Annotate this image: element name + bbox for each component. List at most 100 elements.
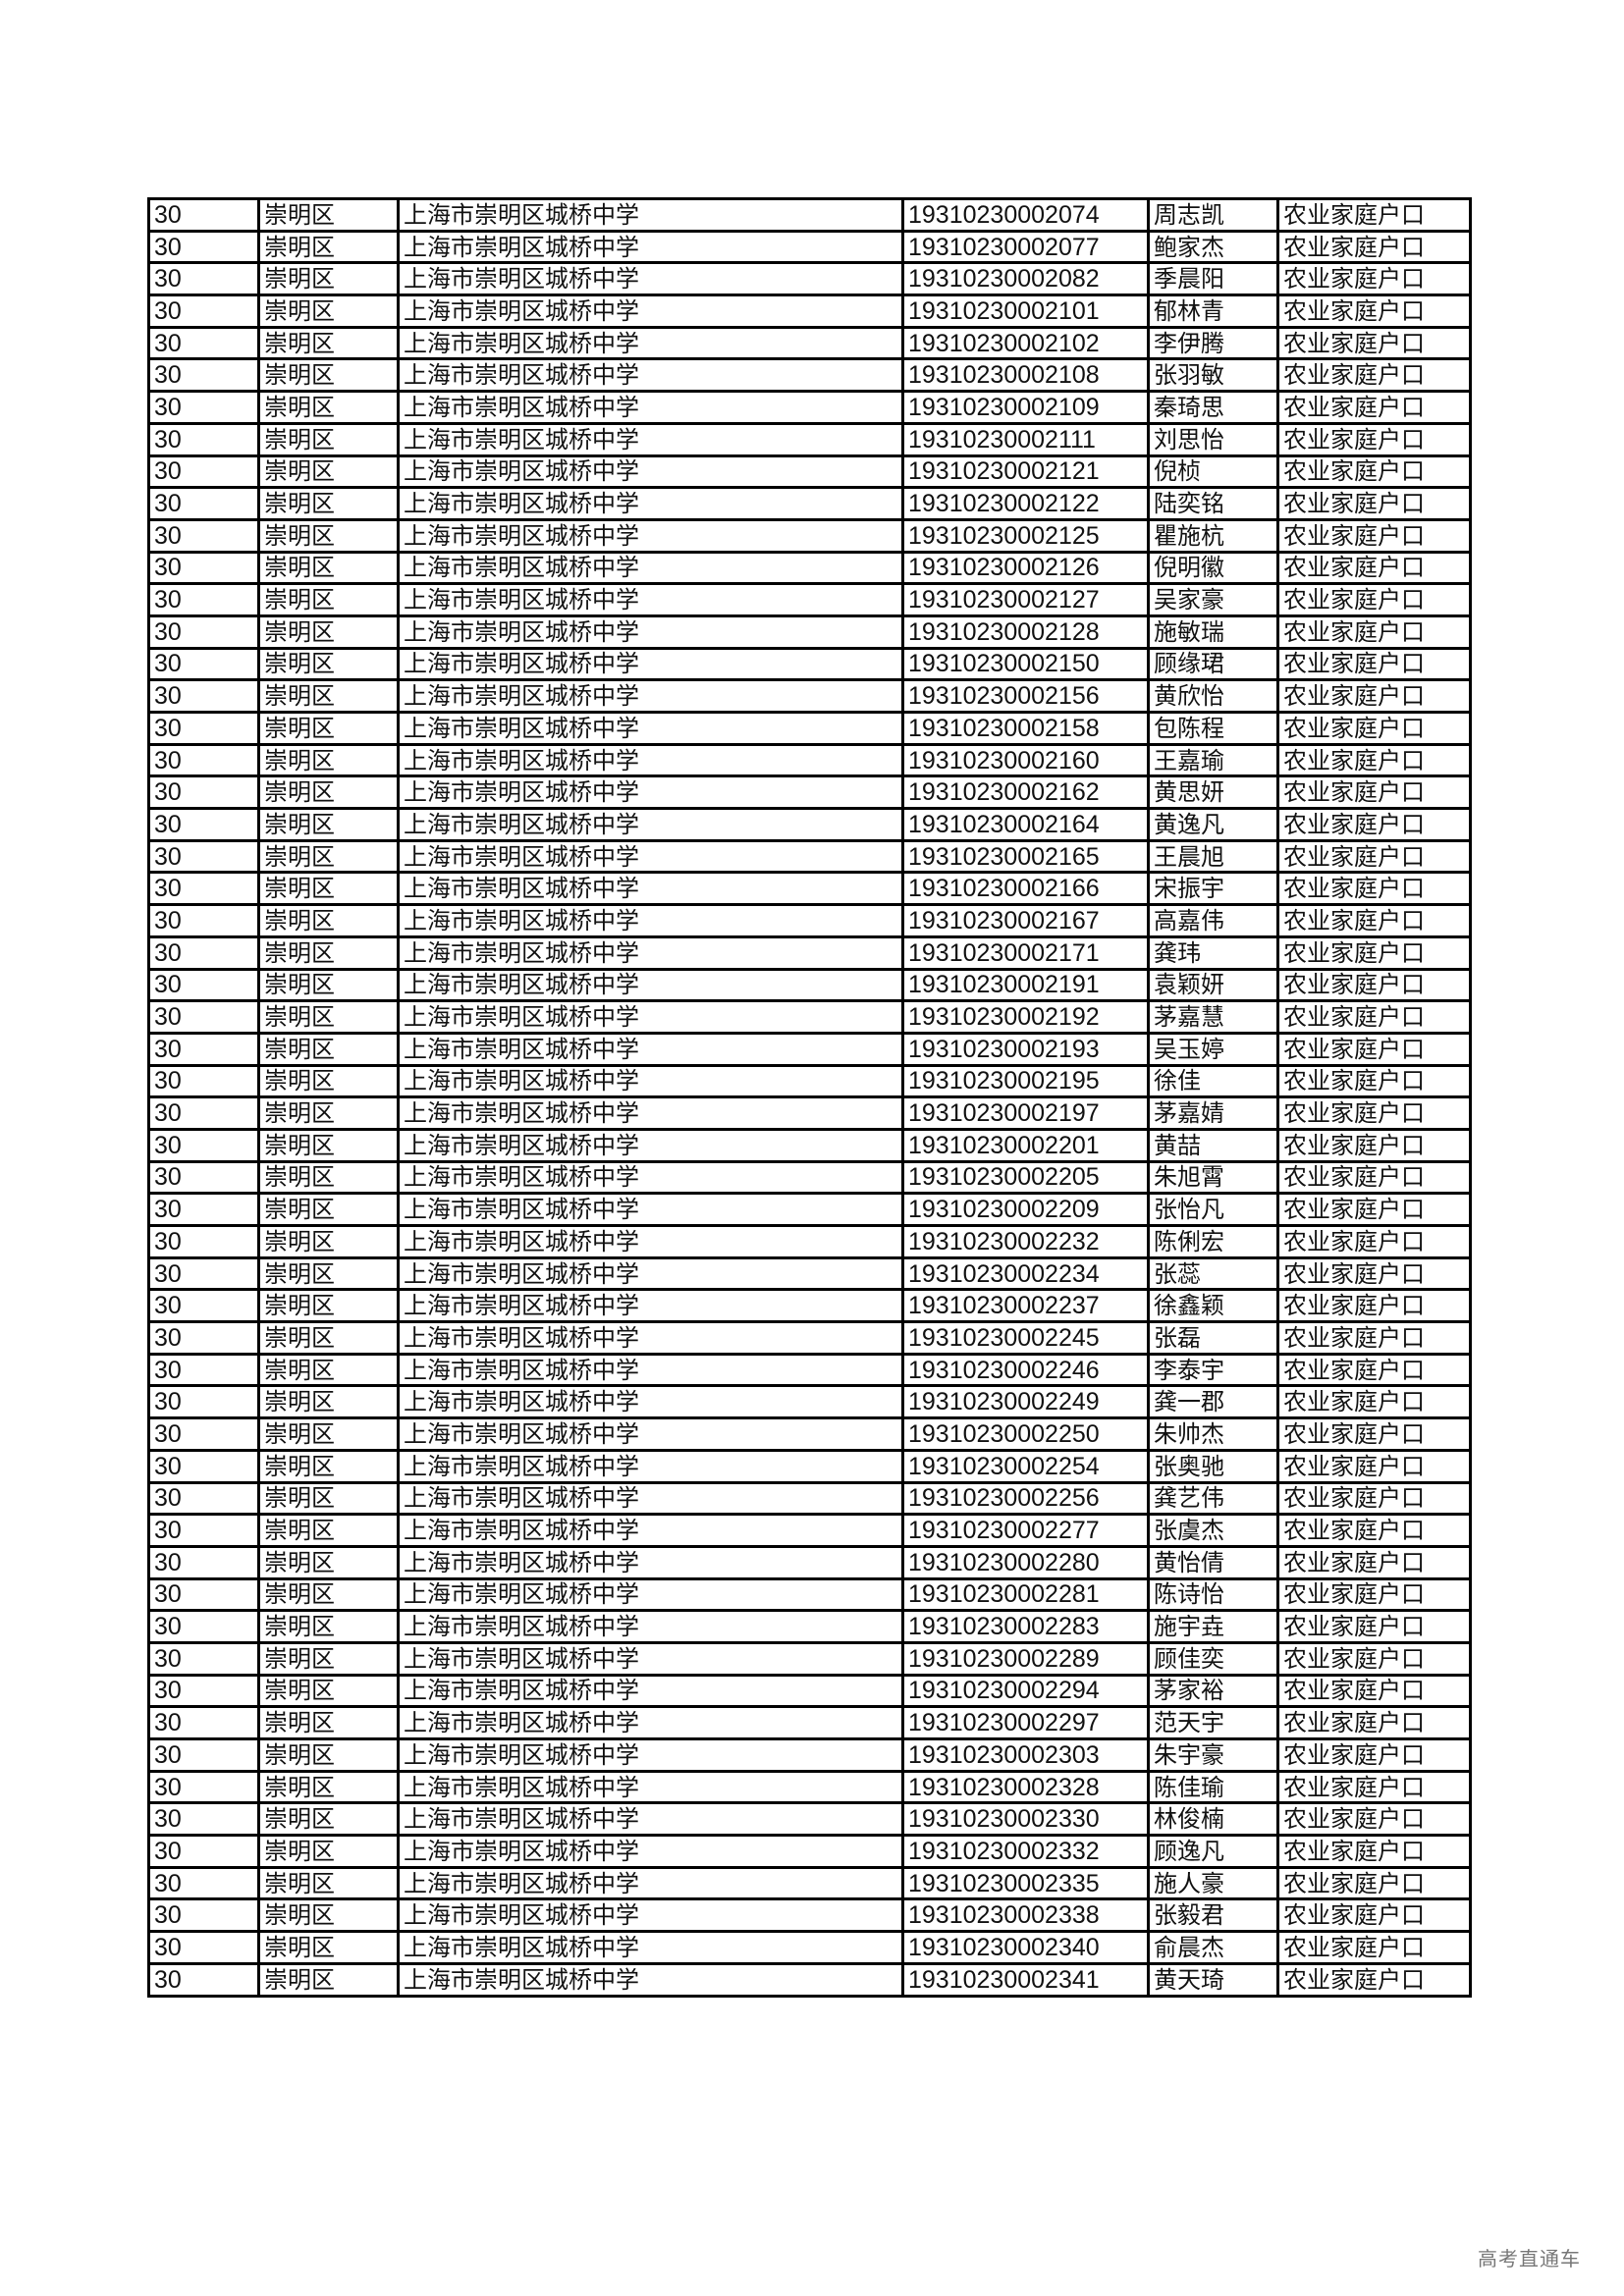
table-row: 30 崇明区 上海市崇明区城桥中学 19310230002283 施宇垚 农业家庭户口 [147,1609,1472,1644]
name-cell: 秦琦思 [1147,390,1279,425]
exam-id-cell: 19310230002341 [901,1961,1150,1998]
household-type-cell: 农业家庭户口 [1276,903,1472,938]
district-cell: 崇明区 [257,1255,400,1292]
exam-id-cell: 19310230002245 [901,1320,1150,1356]
household-type-cell: 农业家庭户口 [1276,1640,1472,1677]
exam-id-cell: 19310230002192 [901,999,1150,1035]
table-row: 30 崇明区 上海市崇明区城桥中学 19310230002128 施敏瑞 农业家庭户口 [147,614,1472,650]
table-row: 30 崇明区 上海市崇明区城桥中学 19310230002197 茅嘉婧 农业家庭户口 [147,1095,1472,1131]
school-cell: 上海市崇明区城桥中学 [397,838,904,875]
name-cell: 茅嘉婧 [1147,1095,1279,1131]
name-cell: 吴家豪 [1147,582,1279,617]
exam-id-cell: 19310230002109 [901,390,1150,425]
district-cell: 崇明区 [257,1159,400,1196]
name-cell: 俞晨杰 [1147,1930,1279,1965]
household-type-cell: 农业家庭户口 [1276,934,1472,971]
name-cell: 王嘉瑜 [1147,742,1279,778]
school-cell: 上海市崇明区城桥中学 [397,197,904,233]
code-cell: 30 [147,357,260,394]
code-cell: 30 [147,871,260,907]
exam-id-cell: 19310230002101 [901,294,1150,329]
name-cell: 高嘉伟 [1147,903,1279,938]
district-cell: 崇明区 [257,1769,400,1805]
household-type-cell: 农业家庭户口 [1276,1127,1472,1163]
school-cell: 上海市崇明区城桥中学 [397,1769,904,1805]
table-row: 30 崇明区 上海市崇明区城桥中学 19310230002164 黄逸凡 农业家庭户口 [147,807,1472,842]
school-cell: 上海市崇明区城桥中学 [397,1320,904,1356]
household-type-cell: 农业家庭户口 [1276,1834,1472,1869]
name-cell: 宋振宇 [1147,871,1279,907]
name-cell: 龚一郡 [1147,1384,1279,1420]
code-cell: 30 [147,1480,260,1517]
school-cell: 上海市崇明区城桥中学 [397,1513,904,1548]
name-cell: 朱帅杰 [1147,1416,1279,1452]
school-cell: 上海市崇明区城桥中学 [397,903,904,938]
exam-id-cell: 19310230002122 [901,486,1150,521]
school-cell: 上海市崇明区城桥中学 [397,1384,904,1420]
name-cell: 顾逸凡 [1147,1834,1279,1869]
name-cell: 张磊 [1147,1320,1279,1356]
district-cell: 崇明区 [257,1127,400,1163]
household-type-cell: 农业家庭户口 [1276,1897,1472,1934]
exam-id-cell: 19310230002289 [901,1640,1150,1677]
table-row: 30 崇明区 上海市崇明区城桥中学 19310230002192 茅嘉慧 农业家庭户口 [147,999,1472,1035]
code-cell: 30 [147,1192,260,1227]
district-cell: 崇明区 [257,742,400,778]
name-cell: 茅嘉慧 [1147,999,1279,1035]
table-row: 30 崇明区 上海市崇明区城桥中学 19310230002249 龚一郡 农业家庭户口 [147,1384,1472,1420]
district-cell: 崇明区 [257,1961,400,1998]
table-row: 30 崇明区 上海市崇明区城桥中学 19310230002250 朱帅杰 农业家庭户口 [147,1416,1472,1452]
table-row: 30 崇明区 上海市崇明区城桥中学 19310230002341 黄天琦 农业家庭户口 [147,1961,1472,1998]
school-cell: 上海市崇明区城桥中学 [397,1448,904,1484]
household-type-cell: 农业家庭户口 [1276,1192,1472,1227]
household-type-cell: 农业家庭户口 [1276,486,1472,521]
name-cell: 刘思怡 [1147,421,1279,457]
code-cell: 30 [147,1448,260,1484]
school-cell: 上海市崇明区城桥中学 [397,807,904,842]
code-cell: 30 [147,1930,260,1965]
household-type-cell: 农业家庭户口 [1276,742,1472,778]
name-cell: 袁颖妍 [1147,967,1279,1003]
school-cell: 上海市崇明区城桥中学 [397,1224,904,1259]
exam-id-cell: 19310230002281 [901,1576,1150,1613]
district-cell: 崇明区 [257,1609,400,1644]
district-cell: 崇明区 [257,678,400,714]
household-type-cell: 农业家庭户口 [1276,1609,1472,1644]
exam-id-cell: 19310230002283 [901,1609,1150,1644]
district-cell: 崇明区 [257,1192,400,1227]
name-cell: 陆奕铭 [1147,486,1279,521]
table-row: 30 崇明区 上海市崇明区城桥中学 19310230002328 陈佳瑜 农业家庭户口 [147,1769,1472,1805]
exam-id-cell: 19310230002340 [901,1930,1150,1965]
district-cell: 崇明区 [257,1930,400,1965]
district-cell: 崇明区 [257,197,400,233]
code-cell: 30 [147,1544,260,1580]
name-cell: 郁林青 [1147,294,1279,329]
code-cell: 30 [147,1801,260,1838]
table-row: 30 崇明区 上海市崇明区城桥中学 19310230002166 宋振宇 农业家庭户口 [147,871,1472,907]
district-cell: 崇明区 [257,711,400,746]
household-type-cell: 农业家庭户口 [1276,711,1472,746]
code-cell: 30 [147,1320,260,1356]
name-cell: 黄逸凡 [1147,807,1279,842]
district-cell: 崇明区 [257,454,400,490]
district-cell: 崇明区 [257,871,400,907]
table-row: 30 崇明区 上海市崇明区城桥中学 19310230002205 朱旭霄 农业家庭户口 [147,1159,1472,1196]
exam-id-cell: 19310230002127 [901,582,1150,617]
school-cell: 上海市崇明区城桥中学 [397,774,904,811]
name-cell: 陈佳瑜 [1147,1769,1279,1805]
code-cell: 30 [147,1576,260,1613]
district-cell: 崇明区 [257,1544,400,1580]
district-cell: 崇明区 [257,1031,400,1067]
household-type-cell: 农业家庭户口 [1276,421,1472,457]
name-cell: 倪明徽 [1147,550,1279,586]
code-cell: 30 [147,678,260,714]
exam-id-cell: 19310230002195 [901,1063,1150,1099]
table-body: 30 崇明区 上海市崇明区城桥中学 19310230002074 周志凯 农业家庭户口 30… [147,197,1472,1998]
district-cell: 崇明区 [257,1673,400,1709]
district-cell: 崇明区 [257,582,400,617]
district-cell: 崇明区 [257,1480,400,1517]
exam-id-cell: 19310230002250 [901,1416,1150,1452]
school-cell: 上海市崇明区城桥中学 [397,1127,904,1163]
code-cell: 30 [147,517,260,554]
code-cell: 30 [147,1031,260,1067]
